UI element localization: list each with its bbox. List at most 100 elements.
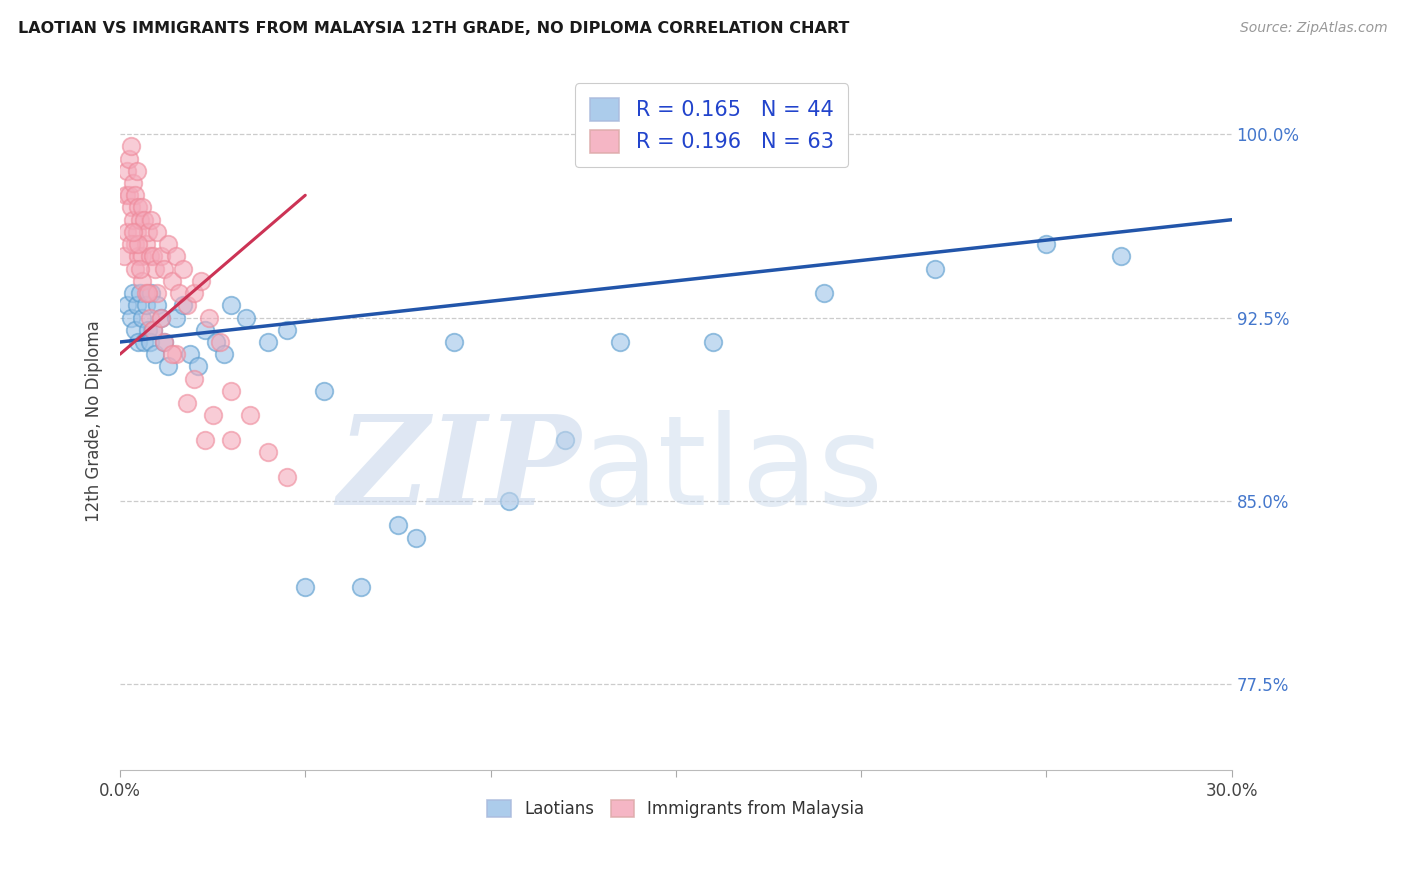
Point: [136, 225, 159, 239]
Point: [142, 249, 165, 263]
Point: [172, 298, 194, 312]
Point: [443, 334, 465, 349]
Point: [187, 359, 209, 374]
Point: [118, 188, 141, 202]
Point: [201, 409, 224, 423]
Point: [179, 347, 201, 361]
Point: [118, 152, 141, 166]
Point: [194, 323, 217, 337]
Point: [122, 286, 145, 301]
Point: [257, 445, 280, 459]
Point: [132, 334, 155, 349]
Point: [609, 334, 631, 349]
Point: [165, 310, 187, 325]
Point: [165, 249, 187, 263]
Point: [138, 334, 160, 349]
Point: [924, 261, 946, 276]
Point: [183, 286, 205, 301]
Point: [136, 286, 159, 301]
Point: [129, 212, 152, 227]
Point: [1035, 237, 1057, 252]
Point: [153, 334, 176, 349]
Point: [135, 298, 157, 312]
Text: atlas: atlas: [581, 409, 883, 531]
Point: [350, 580, 373, 594]
Point: [122, 225, 145, 239]
Legend: Laotians, Immigrants from Malaysia: Laotians, Immigrants from Malaysia: [481, 793, 872, 824]
Point: [120, 201, 142, 215]
Point: [294, 580, 316, 594]
Point: [194, 433, 217, 447]
Point: [138, 249, 160, 263]
Point: [160, 347, 183, 361]
Point: [128, 201, 150, 215]
Point: [124, 237, 146, 252]
Point: [212, 347, 235, 361]
Point: [129, 261, 152, 276]
Point: [312, 384, 335, 398]
Point: [131, 274, 153, 288]
Point: [129, 286, 152, 301]
Point: [554, 433, 576, 447]
Point: [141, 286, 163, 301]
Point: [157, 359, 180, 374]
Point: [141, 212, 163, 227]
Point: [172, 261, 194, 276]
Point: [135, 286, 157, 301]
Point: [124, 323, 146, 337]
Point: [146, 225, 169, 239]
Point: [208, 334, 231, 349]
Point: [165, 347, 187, 361]
Point: [138, 310, 160, 325]
Point: [153, 261, 176, 276]
Point: [219, 384, 242, 398]
Point: [122, 176, 145, 190]
Point: [128, 334, 150, 349]
Point: [128, 249, 150, 263]
Point: [149, 249, 172, 263]
Point: [276, 469, 298, 483]
Point: [131, 201, 153, 215]
Point: [146, 286, 169, 301]
Point: [405, 531, 427, 545]
Point: [120, 310, 142, 325]
Point: [149, 310, 172, 325]
Point: [190, 274, 212, 288]
Point: [142, 323, 165, 337]
Point: [153, 334, 176, 349]
Point: [205, 334, 228, 349]
Point: [128, 237, 150, 252]
Point: [183, 372, 205, 386]
Point: [120, 237, 142, 252]
Point: [160, 274, 183, 288]
Point: [149, 310, 172, 325]
Point: [143, 347, 166, 361]
Point: [702, 334, 724, 349]
Point: [257, 334, 280, 349]
Point: [122, 212, 145, 227]
Point: [235, 310, 257, 325]
Point: [157, 237, 180, 252]
Point: [117, 298, 139, 312]
Point: [131, 249, 153, 263]
Point: [387, 518, 409, 533]
Point: [1109, 249, 1132, 263]
Text: ZIP: ZIP: [337, 409, 581, 531]
Point: [146, 298, 169, 312]
Point: [125, 298, 148, 312]
Text: Source: ZipAtlas.com: Source: ZipAtlas.com: [1240, 21, 1388, 35]
Point: [276, 323, 298, 337]
Point: [143, 261, 166, 276]
Point: [125, 225, 148, 239]
Y-axis label: 12th Grade, No Diploma: 12th Grade, No Diploma: [86, 320, 103, 523]
Point: [176, 298, 198, 312]
Point: [219, 298, 242, 312]
Point: [124, 188, 146, 202]
Point: [120, 139, 142, 153]
Text: LAOTIAN VS IMMIGRANTS FROM MALAYSIA 12TH GRADE, NO DIPLOMA CORRELATION CHART: LAOTIAN VS IMMIGRANTS FROM MALAYSIA 12TH…: [18, 21, 849, 36]
Point: [112, 249, 135, 263]
Point: [176, 396, 198, 410]
Point: [117, 225, 139, 239]
Point: [135, 237, 157, 252]
Point: [114, 188, 136, 202]
